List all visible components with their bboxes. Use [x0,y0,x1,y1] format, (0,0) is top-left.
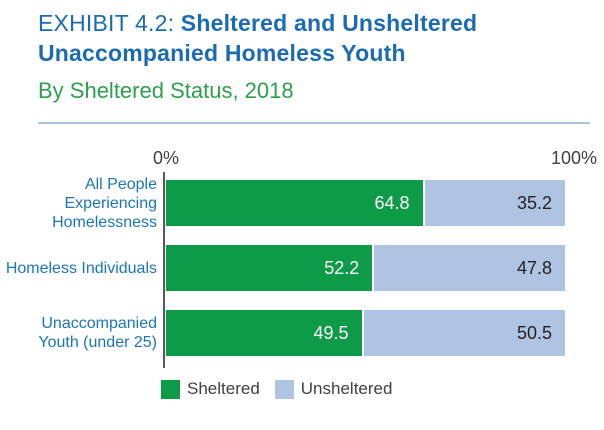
stacked-bar: 52.2 47.8 [166,245,565,291]
stacked-bar: 49.5 50.5 [166,310,565,356]
bar-chart: All People Experiencing Homelessness 64.… [0,176,604,375]
category-label: Unaccompanied Youth (under 25) [38,315,157,351]
unsheltered-value: 50.5 [516,322,552,343]
unsheltered-segment: 47.8 [374,245,565,291]
legend: Sheltered Unsheltered [161,379,392,399]
chart-title: EXHIBIT 4.2: Sheltered and Unsheltered U… [38,8,598,68]
chart-row: Unaccompanied Youth (under 25) 49.5 50.5 [0,310,604,356]
y-axis-line [163,172,165,368]
sheltered-value: 64.8 [374,192,410,213]
chart-subtitle: By Sheltered Status, 2018 [38,78,294,103]
unsheltered-swatch-icon [274,379,294,399]
chart-row: All People Experiencing Homelessness 64.… [0,176,604,231]
sheltered-segment: 64.8 [166,180,425,226]
stacked-bar: 64.8 35.2 [166,180,565,226]
sheltered-swatch-icon [161,379,180,399]
legend-label-unsheltered: Unsheltered [300,379,393,398]
category-label: Homeless Individuals [5,259,157,277]
sheltered-segment: 49.5 [166,310,364,356]
chart-row: Homeless Individuals 52.2 47.8 [0,245,604,291]
unsheltered-value: 47.8 [516,257,552,278]
divider-line [38,122,590,124]
sheltered-value: 52.2 [324,257,360,278]
unsheltered-value: 35.2 [516,192,552,213]
category-label: All People Experiencing Homelessness [52,175,157,231]
unsheltered-segment: 35.2 [424,180,565,226]
title-line1: Sheltered and Unsheltered [180,10,478,36]
x-axis-max-label: 100% [550,148,597,168]
sheltered-value: 49.5 [313,322,349,343]
x-axis-min-label: 0% [153,148,180,168]
unsheltered-segment: 50.5 [363,310,565,356]
exhibit-number: EXHIBIT 4.2: [38,10,181,36]
legend-label-sheltered: Sheltered [187,379,260,398]
title-line2: Unaccompanied Homeless Youth [38,40,406,66]
sheltered-segment: 52.2 [166,245,375,291]
